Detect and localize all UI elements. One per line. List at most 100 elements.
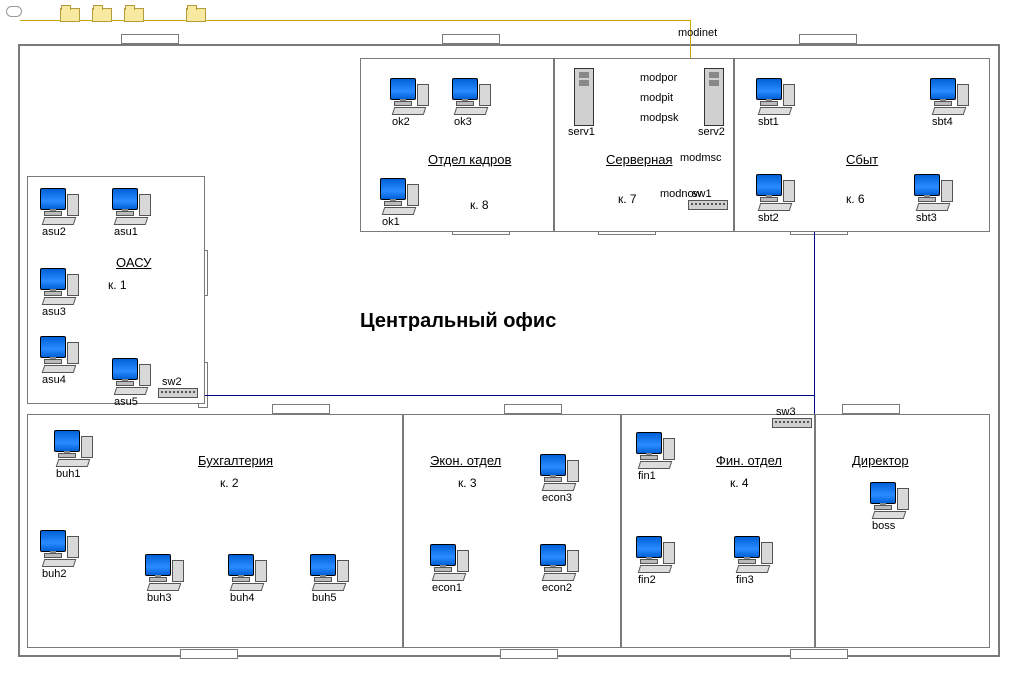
keyboard-icon <box>382 207 417 215</box>
tower-icon <box>337 560 349 582</box>
modem-label: modinet <box>678 27 717 39</box>
keyboard-icon <box>42 365 77 373</box>
monitor-icon <box>540 544 566 566</box>
tower-icon <box>172 560 184 582</box>
computer-sbt4 <box>930 78 972 116</box>
computer-label: econ2 <box>542 582 572 594</box>
computer-label: asu2 <box>42 226 66 238</box>
monitor-icon <box>930 78 956 100</box>
computer-asu4 <box>40 336 82 374</box>
modem-label: modmsc <box>680 152 722 164</box>
monitor-icon <box>870 482 896 504</box>
computer-label: sbt3 <box>916 212 937 224</box>
switch-label: sw2 <box>162 376 182 388</box>
keyboard-icon <box>736 565 771 573</box>
monitor-icon <box>54 430 80 452</box>
monitor-base-icon <box>232 577 250 582</box>
tower-icon <box>139 364 151 386</box>
monitor-icon <box>390 78 416 100</box>
switch-label: sw3 <box>776 406 796 418</box>
keyboard-icon <box>42 297 77 305</box>
room-number-oasu: к. 1 <box>108 278 127 292</box>
modem-label: modpor <box>640 72 677 84</box>
computer-fin1 <box>636 432 678 470</box>
room-title-fin: Фин. отдел <box>716 453 782 468</box>
room-title-oasu: ОАСУ <box>116 255 151 270</box>
monitor-base-icon <box>760 101 778 106</box>
tower-icon <box>67 274 79 296</box>
tower-icon <box>783 84 795 106</box>
keyboard-icon <box>56 459 91 467</box>
cloud-icon <box>6 6 22 17</box>
switch-sw1 <box>688 200 728 210</box>
monitor-icon <box>40 336 66 358</box>
tower-icon <box>407 184 419 206</box>
computer-label: econ1 <box>432 582 462 594</box>
monitor-base-icon <box>640 559 658 564</box>
monitor-icon <box>228 554 254 576</box>
room-director <box>815 414 990 648</box>
tower-icon <box>957 84 969 106</box>
modem-label: modpit <box>640 92 673 104</box>
cable-external <box>690 20 691 60</box>
computer-label: sbt4 <box>932 116 953 128</box>
monitor-icon <box>756 78 782 100</box>
computer-label: asu3 <box>42 306 66 318</box>
monitor-icon <box>40 268 66 290</box>
monitor-base-icon <box>934 101 952 106</box>
monitor-base-icon <box>384 201 402 206</box>
monitor-icon <box>112 188 138 210</box>
computer-ok2 <box>390 78 432 116</box>
computer-buh2 <box>40 530 82 568</box>
monitor-base-icon <box>44 553 62 558</box>
keyboard-icon <box>230 583 265 591</box>
wall-segment <box>790 649 848 659</box>
folder-icon <box>186 8 206 22</box>
cable-lan <box>814 205 815 423</box>
modem-label: modnow <box>660 188 702 200</box>
computer-ok1 <box>380 178 422 216</box>
computer-asu5 <box>112 358 154 396</box>
computer-econ3 <box>540 454 582 492</box>
monitor-base-icon <box>918 197 936 202</box>
wall-segment <box>842 404 900 414</box>
computer-ok3 <box>452 78 494 116</box>
keyboard-icon <box>114 387 149 395</box>
computer-asu1 <box>112 188 154 226</box>
computer-label: asu5 <box>114 396 138 408</box>
keyboard-icon <box>758 203 793 211</box>
monitor-icon <box>756 174 782 196</box>
room-econ <box>403 414 621 648</box>
tower-icon <box>567 460 579 482</box>
wall-segment <box>442 34 500 44</box>
tower-icon <box>897 488 909 510</box>
monitor-base-icon <box>44 359 62 364</box>
monitor-base-icon <box>640 455 658 460</box>
computer-sbt1 <box>756 78 798 116</box>
computer-label: fin3 <box>736 574 754 586</box>
keyboard-icon <box>432 573 467 581</box>
monitor-icon <box>914 174 940 196</box>
monitor-icon <box>310 554 336 576</box>
monitor-icon <box>40 188 66 210</box>
computer-label: ok1 <box>382 216 400 228</box>
computer-buh1 <box>54 430 96 468</box>
wall-segment <box>504 404 562 414</box>
monitor-icon <box>145 554 171 576</box>
tower-icon <box>479 84 491 106</box>
monitor-base-icon <box>434 567 452 572</box>
monitor-base-icon <box>874 505 892 510</box>
keyboard-icon <box>872 511 907 519</box>
server-label: serv1 <box>568 126 595 138</box>
modem-label: modpsk <box>640 112 679 124</box>
keyboard-icon <box>932 107 967 115</box>
computer-label: sbt1 <box>758 116 779 128</box>
keyboard-icon <box>42 217 77 225</box>
room-title-buh: Бухгалтерия <box>198 453 273 468</box>
monitor-base-icon <box>44 211 62 216</box>
cable-external <box>20 20 690 21</box>
computer-label: buh3 <box>147 592 171 604</box>
room-number-kadry: к. 8 <box>470 198 489 212</box>
server-serv2 <box>704 68 724 126</box>
computer-buh5 <box>310 554 352 592</box>
